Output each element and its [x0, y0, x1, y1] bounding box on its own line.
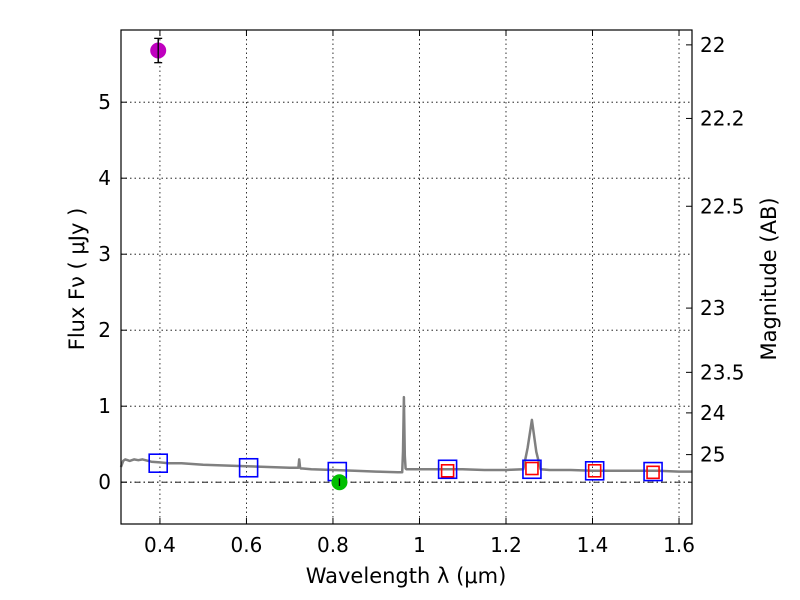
y-tick-label: 5 [98, 90, 111, 114]
square-marker [643, 461, 663, 482]
y2-tick-label: 23 [700, 296, 725, 320]
y-tick-label: 3 [98, 242, 111, 266]
plot-frame [120, 29, 693, 525]
square-marker [525, 461, 539, 476]
square-marker [587, 463, 602, 478]
y-tick-label: 1 [98, 394, 111, 418]
y2-axis-label: Magnitude (AB) [757, 197, 781, 360]
square-marker [584, 460, 605, 481]
square-marker [522, 459, 542, 480]
y2-tick-label: 25 [700, 443, 725, 467]
square-marker [646, 465, 660, 480]
y2-tick-label: 22.5 [700, 194, 745, 218]
y2-tick-label: 23.5 [700, 360, 745, 384]
x-axis-label: Wavelength λ (μm) [306, 564, 507, 588]
x-tick-label: 1.6 [663, 533, 695, 557]
x-tick-label: 1.4 [577, 533, 609, 557]
grid-lines [121, 30, 692, 524]
square-marker [148, 453, 169, 474]
square-marker [238, 457, 259, 478]
spectrum-line [119, 395, 692, 474]
square-marker [437, 459, 458, 480]
x-tick-label: 0.6 [231, 533, 263, 557]
y-tick-label: 0 [98, 470, 111, 494]
y2-tick-label: 24 [700, 401, 725, 425]
axis-ticks: 0.4 0.6 0.8 1 1.2 1.4 1.60123452222.222.52323.… [98, 30, 745, 557]
square-marker [440, 463, 455, 478]
x-tick-label: 1.2 [490, 533, 522, 557]
y2-tick-label: 22 [700, 33, 725, 57]
data-markers [148, 37, 663, 491]
y-axis-label: Flux Fν ( μJy ) [65, 208, 89, 351]
x-tick-label: 1 [413, 533, 426, 557]
template-spectrum [119, 395, 692, 474]
y2-tick-label: 22.2 [700, 106, 745, 130]
x-tick-label: 0.4 [144, 533, 176, 557]
y-tick-label: 2 [98, 318, 111, 342]
x-tick-label: 0.8 [317, 533, 349, 557]
y-tick-label: 4 [98, 166, 111, 190]
